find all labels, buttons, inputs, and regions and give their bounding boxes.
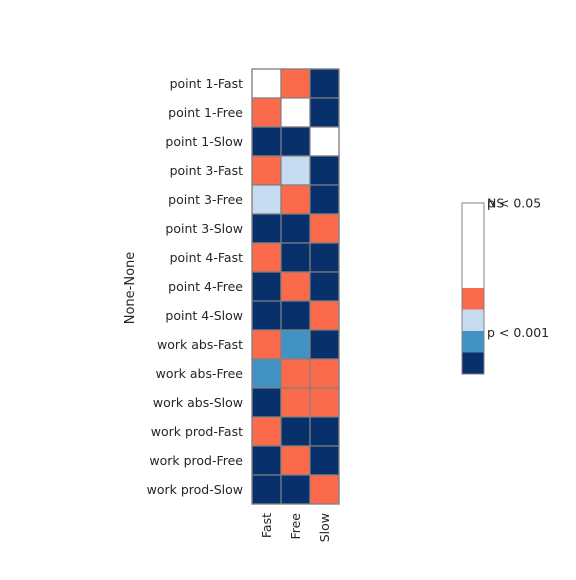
heatmap-cell [281,359,310,388]
heatmap-cell [252,301,281,330]
row-label: work abs-Slow [153,395,243,410]
heatmap-cell [281,214,310,243]
heatmap-cell [281,243,310,272]
heatmap-cell [310,388,339,417]
heatmap-cell [281,446,310,475]
heatmap-cell [281,417,310,446]
row-label: point 3-Slow [165,221,243,236]
heatmap-cell [310,272,339,301]
heatmap-cell [310,475,339,504]
heatmap-cell [252,388,281,417]
heatmap-cell [310,417,339,446]
heatmap-cells [252,69,339,504]
heatmap-cell [281,69,310,98]
row-label: point 4-Fast [170,250,244,265]
legend-label: p < 0.001 [487,325,549,340]
heatmap-cell [310,243,339,272]
heatmap-cell [310,127,339,156]
heatmap-cell [252,359,281,388]
row-label: work prod-Fast [151,424,243,439]
heatmap-cell [281,127,310,156]
row-label: work prod-Free [149,453,243,468]
legend-swatch [462,331,484,353]
heatmap-cell [281,475,310,504]
heatmap-cell [310,301,339,330]
row-label: point 4-Slow [165,308,243,323]
heatmap-cell [252,417,281,446]
row-label: work prod-Slow [147,482,243,497]
heatmap-cell [252,214,281,243]
heatmap-cell [252,330,281,359]
row-label: point 1-Fast [170,76,244,91]
heatmap-cell [252,185,281,214]
heatmap-cell [310,185,339,214]
y-axis-label: None-None [123,252,138,325]
heatmap-cell [252,446,281,475]
heatmap-cell [252,243,281,272]
heatmap-cell [252,156,281,185]
heatmap-cell [281,272,310,301]
row-label: point 1-Slow [165,134,243,149]
heatmap-cell [281,301,310,330]
row-label: work abs-Free [156,366,244,381]
legend-swatch [462,288,484,310]
heatmap-cell [252,475,281,504]
column-label: Free [288,513,303,540]
row-label: work abs-Fast [157,337,243,352]
heatmap-cell [310,214,339,243]
row-label: point 3-Free [168,192,243,207]
legend-swatch [462,203,484,288]
column-label: Slow [317,513,332,542]
heatmap-cell [281,156,310,185]
heatmap-cell [310,330,339,359]
row-label: point 1-Free [168,105,243,120]
legend-colorbar: NSp < 0.05p < 0.001 [462,196,549,375]
heatmap-cell [252,69,281,98]
heatmap-cell [310,69,339,98]
legend-swatch [462,310,484,332]
heatmap-cell [281,388,310,417]
column-label: Fast [259,513,274,538]
column-labels: Fast Free Slow [259,513,332,543]
heatmap-cell [281,330,310,359]
heatmap-cell [310,156,339,185]
heatmap-cell [281,98,310,127]
row-labels: point 1-Fast point 1-Free point 1-Slow poin… [147,76,244,497]
heatmap-cell [281,185,310,214]
heatmap-cell [310,359,339,388]
heatmap-cell [252,98,281,127]
legend-label: p < 0.05 [487,196,541,211]
row-label: point 3-Fast [170,163,244,178]
legend-swatch [462,353,484,375]
heatmap-cell [252,272,281,301]
heatmap-cell [310,446,339,475]
heatmap-cell [252,127,281,156]
heatmap-cell [310,98,339,127]
row-label: point 4-Free [168,279,243,294]
